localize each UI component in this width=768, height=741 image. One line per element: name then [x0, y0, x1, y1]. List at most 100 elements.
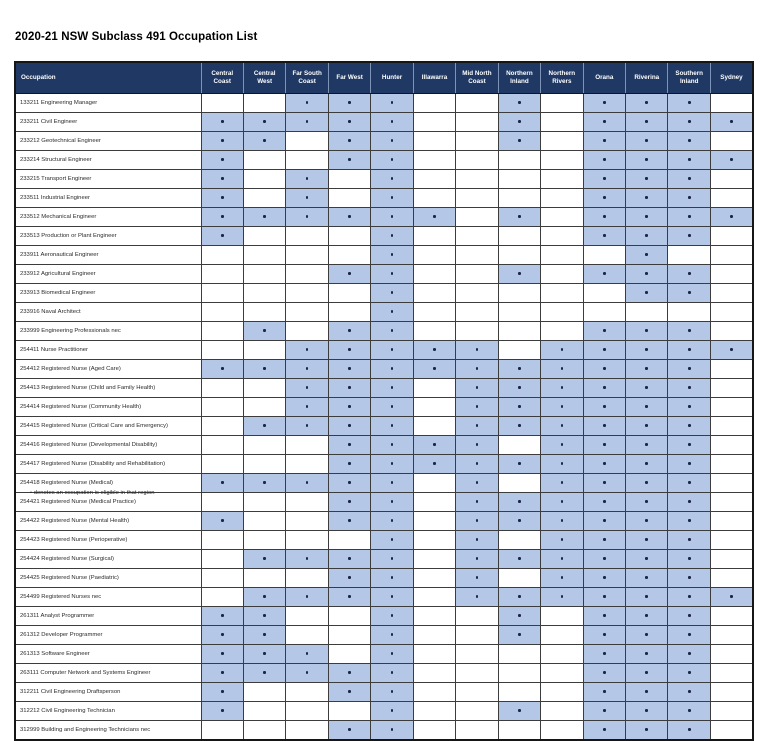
eligibility-dot [687, 481, 691, 485]
eligibility-dot [603, 139, 606, 143]
eligibility-cell-eligible [455, 454, 499, 474]
eligibility-cell-eligible [582, 378, 627, 398]
eligibility-cell-eligible [667, 378, 711, 398]
eligibility-dot [348, 481, 351, 485]
occupation-cell: 261311 Analyst Programmer [14, 606, 202, 626]
eligibility-cell-eligible [327, 378, 372, 398]
occupation-cell: 263111 Computer Network and Systems Engi… [14, 663, 202, 683]
eligibility-dot [603, 690, 606, 694]
eligibility-dot [603, 538, 606, 542]
column-header-occupation: Occupation [15, 62, 202, 94]
eligibility-cell-empty [455, 188, 499, 208]
eligibility-cell-empty [709, 397, 754, 417]
column-header-central-coast: Central Coast [200, 62, 244, 94]
eligibility-cell-empty [540, 169, 584, 189]
eligibility-cell-eligible [667, 682, 711, 702]
eligibility-dot [603, 443, 606, 447]
eligibility-dot [348, 690, 351, 694]
eligibility-cell-empty [455, 112, 499, 132]
eligibility-cell-eligible [327, 321, 372, 341]
eligibility-cell-eligible [455, 549, 499, 569]
eligibility-cell-empty [497, 321, 542, 341]
eligibility-dot [220, 709, 224, 713]
eligibility-cell-eligible [625, 416, 669, 436]
eligibility-dot [390, 310, 394, 314]
eligibility-cell-eligible [582, 625, 627, 645]
eligibility-cell-eligible [455, 359, 499, 379]
eligibility-cell-empty [709, 435, 754, 455]
eligibility-cell-eligible [200, 682, 244, 702]
eligibility-cell-empty [327, 530, 372, 550]
eligibility-cell-empty [540, 720, 584, 741]
eligibility-cell-eligible [285, 340, 329, 360]
eligibility-cell-eligible [455, 397, 499, 417]
eligibility-dot [687, 234, 691, 238]
eligibility-cell-empty [242, 511, 287, 531]
eligibility-cell-empty [412, 568, 457, 588]
eligibility-cell-eligible [370, 492, 414, 512]
eligibility-cell-eligible [497, 625, 542, 645]
eligibility-cell-empty [200, 93, 244, 113]
eligibility-cell-empty [455, 226, 499, 246]
eligibility-cell-eligible [327, 454, 372, 474]
occupation-eligibility-table: Occupation Central Coast Central West Far S… [14, 61, 754, 741]
eligibility-cell-eligible [200, 606, 244, 626]
eligibility-cell-eligible [370, 131, 414, 151]
eligibility-cell-empty [412, 112, 457, 132]
eligibility-cell-eligible [667, 340, 711, 360]
eligibility-cell-empty [709, 169, 754, 189]
eligibility-cell-eligible [497, 112, 542, 132]
eligibility-cell-empty [327, 188, 372, 208]
eligibility-cell-empty [200, 587, 244, 607]
eligibility-cell-eligible [667, 454, 711, 474]
eligibility-dot [305, 386, 309, 390]
eligibility-dot [263, 329, 266, 333]
eligibility-dot [390, 272, 394, 276]
eligibility-cell-empty [625, 302, 669, 322]
eligibility-cell-eligible [625, 587, 669, 607]
eligibility-cell-eligible [200, 473, 244, 493]
eligibility-cell-empty [242, 245, 287, 265]
eligibility-cell-empty [242, 340, 287, 360]
occupation-cell: 254422 Registered Nurse (Mental Health) [14, 511, 202, 531]
eligibility-dot [263, 671, 266, 675]
eligibility-cell-eligible [667, 720, 711, 741]
eligibility-cell-empty [412, 701, 457, 721]
eligibility-cell-empty [285, 530, 329, 550]
eligibility-dot [603, 481, 606, 485]
eligibility-dot [390, 595, 394, 599]
eligibility-cell-empty [540, 112, 584, 132]
eligibility-cell-eligible [370, 701, 414, 721]
eligibility-dot [475, 557, 479, 561]
eligibility-cell-eligible [285, 587, 329, 607]
eligibility-dot [475, 443, 479, 447]
eligibility-cell-empty [709, 245, 754, 265]
eligibility-dot [390, 557, 394, 561]
eligibility-cell-empty [412, 663, 457, 683]
eligibility-cell-eligible [582, 340, 627, 360]
eligibility-dot [475, 348, 479, 352]
eligibility-dot [645, 443, 649, 447]
eligibility-dot [263, 139, 266, 143]
eligibility-cell-empty [709, 378, 754, 398]
eligibility-dot [645, 557, 649, 561]
table-row: 261313 Software Engineer [14, 644, 754, 664]
eligibility-dot [645, 367, 649, 371]
eligibility-cell-eligible [625, 207, 669, 227]
eligibility-cell-eligible [497, 606, 542, 626]
eligibility-dot [518, 595, 521, 599]
eligibility-cell-eligible [497, 131, 542, 151]
eligibility-dot [390, 348, 394, 352]
eligibility-dot [475, 367, 479, 371]
eligibility-dot [560, 595, 564, 599]
eligibility-dot [220, 614, 224, 618]
eligibility-dot [603, 557, 606, 561]
eligibility-dot [645, 272, 649, 276]
eligibility-cell-eligible [200, 169, 244, 189]
eligibility-dot [305, 557, 309, 561]
eligibility-cell-eligible [327, 207, 372, 227]
eligibility-cell-eligible [625, 378, 669, 398]
eligibility-cell-empty [709, 530, 754, 550]
eligibility-cell-eligible [582, 511, 627, 531]
eligibility-cell-eligible [327, 663, 372, 683]
